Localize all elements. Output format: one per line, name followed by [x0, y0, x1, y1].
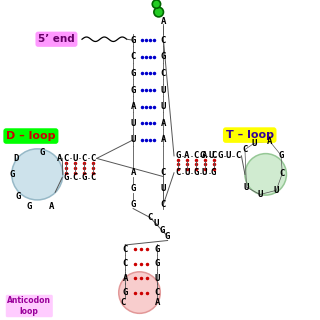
Text: G: G — [161, 52, 166, 61]
Text: G: G — [123, 288, 128, 297]
Text: A: A — [202, 151, 207, 160]
Text: U: U — [244, 183, 249, 192]
Text: U: U — [208, 151, 213, 160]
Text: A: A — [267, 137, 273, 146]
Text: C: C — [161, 200, 166, 209]
Circle shape — [152, 0, 161, 8]
Text: G: G — [165, 232, 170, 241]
Text: G: G — [211, 168, 216, 177]
Text: G: G — [27, 202, 32, 211]
Text: G: G — [15, 192, 21, 201]
Text: U: U — [131, 135, 136, 144]
Text: C: C — [131, 52, 136, 61]
Text: C: C — [90, 173, 96, 182]
Text: G: G — [131, 69, 136, 78]
Text: A: A — [57, 154, 62, 163]
Text: U: U — [252, 139, 257, 148]
Text: C: C — [154, 288, 160, 297]
Text: G: G — [193, 168, 198, 177]
Text: G: G — [175, 151, 180, 160]
Text: U: U — [154, 274, 160, 283]
Text: C: C — [72, 173, 78, 182]
Text: A: A — [123, 274, 128, 283]
Text: U: U — [161, 102, 166, 111]
Text: G: G — [199, 151, 204, 160]
Text: C: C — [235, 151, 240, 160]
Text: C: C — [161, 69, 166, 78]
Circle shape — [245, 154, 286, 195]
Text: G: G — [131, 184, 136, 193]
Text: A: A — [49, 202, 54, 211]
Text: C: C — [81, 154, 87, 163]
Text: U: U — [153, 220, 159, 228]
Text: G: G — [81, 173, 87, 182]
Text: A: A — [184, 151, 189, 160]
Text: U: U — [161, 184, 166, 193]
Text: U: U — [202, 168, 207, 177]
Text: C: C — [121, 298, 126, 307]
Text: C: C — [161, 168, 166, 177]
Text: U: U — [274, 186, 279, 195]
Text: C: C — [175, 168, 180, 177]
Text: C: C — [280, 169, 285, 178]
Text: U: U — [184, 168, 189, 177]
Text: A: A — [131, 102, 136, 111]
Text: T – loop: T – loop — [226, 130, 274, 140]
Text: G: G — [159, 226, 164, 235]
Text: C: C — [123, 259, 128, 268]
Text: G: G — [9, 170, 14, 179]
Text: G: G — [39, 148, 45, 156]
Text: C: C — [63, 154, 69, 163]
Text: G: G — [154, 259, 160, 268]
Text: C: C — [148, 213, 153, 222]
Text: C: C — [161, 36, 166, 45]
Text: A: A — [161, 119, 166, 128]
Text: 5’ end: 5’ end — [38, 34, 75, 44]
Text: C: C — [90, 154, 96, 163]
Text: G: G — [278, 151, 284, 160]
Text: U: U — [131, 119, 136, 128]
Text: U: U — [72, 154, 78, 163]
Text: D – loop: D – loop — [6, 131, 56, 141]
Circle shape — [154, 7, 164, 17]
Text: C: C — [193, 151, 198, 160]
Text: Anticodon
loop: Anticodon loop — [7, 296, 51, 316]
Text: A: A — [131, 168, 136, 177]
Text: U: U — [257, 190, 263, 199]
Text: C: C — [211, 151, 216, 160]
Text: G: G — [131, 36, 136, 45]
Text: A: A — [154, 298, 160, 307]
Text: D: D — [14, 154, 19, 163]
Text: G: G — [131, 85, 136, 94]
Text: C: C — [242, 145, 248, 154]
Text: U: U — [161, 85, 166, 94]
Text: A: A — [161, 135, 166, 144]
Circle shape — [12, 149, 63, 200]
Text: C: C — [123, 245, 128, 254]
Text: G: G — [131, 200, 136, 209]
Text: A: A — [161, 17, 166, 26]
Text: G: G — [217, 151, 222, 160]
Circle shape — [119, 272, 160, 313]
Text: G: G — [154, 245, 160, 254]
Text: G: G — [63, 173, 69, 182]
Text: U: U — [226, 151, 231, 160]
